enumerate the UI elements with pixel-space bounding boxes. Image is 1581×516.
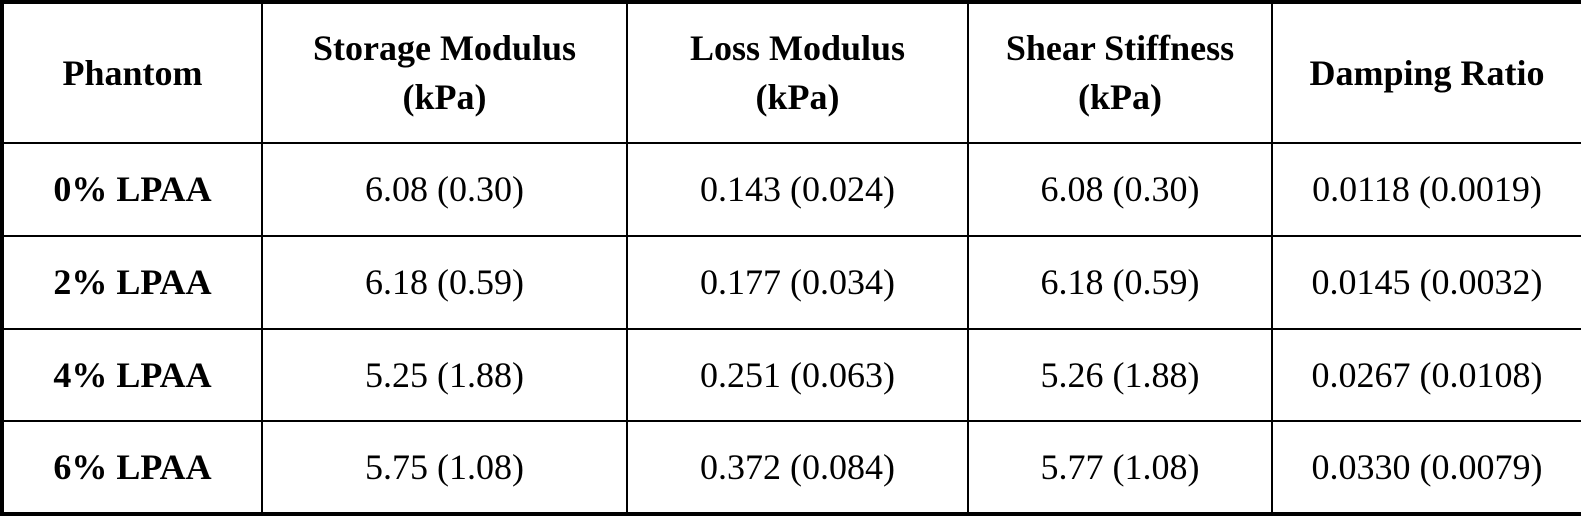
table-cell-loss-modulus: 0.177 (0.034) <box>626 234 969 330</box>
table-header: Phantom Storage Modulus (kPa) Loss Modul… <box>1 1 1581 144</box>
table-body: 0% LPAA 6.08 (0.30) 0.143 (0.024) 6.08 (… <box>1 142 1581 515</box>
header-row: Phantom Storage Modulus (kPa) Loss Modul… <box>1 1 1581 144</box>
column-header-storage-modulus: Storage Modulus (kPa) <box>261 1 628 144</box>
table-cell-shear-stiffness: 5.26 (1.88) <box>967 327 1273 423</box>
table-cell-loss-modulus: 0.251 (0.063) <box>626 327 969 423</box>
table-row-2pct-lpaa: 2% LPAA 6.18 (0.59) 0.177 (0.034) 6.18 (… <box>1 234 1581 330</box>
column-header-damping-ratio: Damping Ratio <box>1271 1 1581 144</box>
table-cell-damping-ratio: 0.0145 (0.0032) <box>1271 234 1581 330</box>
row-label: 0% LPAA <box>1 142 263 237</box>
table-row-4pct-lpaa: 4% LPAA 5.25 (1.88) 0.251 (0.063) 5.26 (… <box>1 327 1581 423</box>
table-row-0pct-lpaa: 0% LPAA 6.08 (0.30) 0.143 (0.024) 6.08 (… <box>1 142 1581 237</box>
row-label: 2% LPAA <box>1 234 263 330</box>
table-cell-shear-stiffness: 6.08 (0.30) <box>967 142 1273 237</box>
column-header-loss-modulus: Loss Modulus (kPa) <box>626 1 969 144</box>
table-cell-damping-ratio: 0.0330 (0.0079) <box>1271 420 1581 515</box>
table-row-6pct-lpaa: 6% LPAA 5.75 (1.08) 0.372 (0.084) 5.77 (… <box>1 420 1581 515</box>
table-cell-damping-ratio: 0.0267 (0.0108) <box>1271 327 1581 423</box>
table-cell-shear-stiffness: 6.18 (0.59) <box>967 234 1273 330</box>
table-cell-storage-modulus: 5.75 (1.08) <box>261 420 628 515</box>
table-cell-storage-modulus: 6.18 (0.59) <box>261 234 628 330</box>
table-cell-storage-modulus: 5.25 (1.88) <box>261 327 628 423</box>
column-header-shear-stiffness: Shear Stiffness (kPa) <box>967 1 1273 144</box>
table-cell-loss-modulus: 0.143 (0.024) <box>626 142 969 237</box>
table-cell-shear-stiffness: 5.77 (1.08) <box>967 420 1273 515</box>
row-label: 6% LPAA <box>1 420 263 515</box>
column-header-phantom: Phantom <box>1 1 263 144</box>
table-cell-damping-ratio: 0.0118 (0.0019) <box>1271 142 1581 237</box>
table-cell-loss-modulus: 0.372 (0.084) <box>626 420 969 515</box>
row-label: 4% LPAA <box>1 327 263 423</box>
table-cell-storage-modulus: 6.08 (0.30) <box>261 142 628 237</box>
